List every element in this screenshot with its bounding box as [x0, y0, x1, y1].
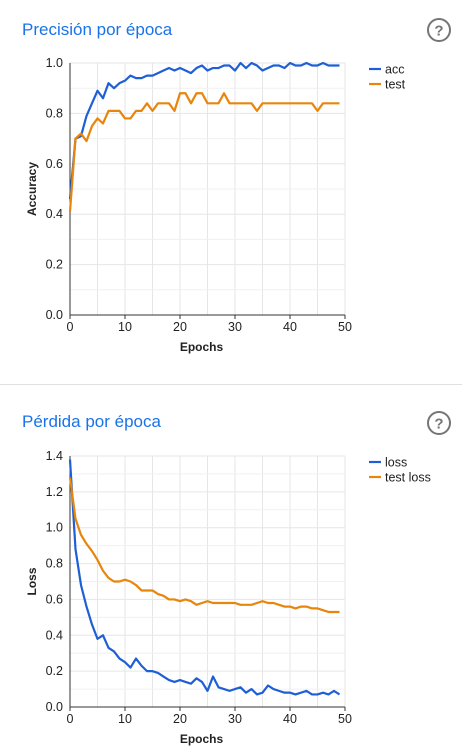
y-tick-label: 0.0	[46, 700, 63, 714]
legend-label: test	[385, 78, 406, 92]
y-tick-label: 1.0	[46, 521, 63, 535]
x-tick-label: 30	[228, 712, 242, 726]
grid	[70, 455, 346, 707]
y-tick-label: 0.0	[46, 308, 63, 322]
x-axis-title: Epochs	[180, 340, 224, 354]
loss-chart-title: Pérdida por época	[22, 412, 161, 431]
y-tick-label: 0.4	[46, 628, 63, 642]
y-tick-label: 0.6	[46, 157, 63, 171]
x-tick-label: 40	[283, 320, 297, 334]
legend-label: loss	[385, 456, 407, 470]
x-tick-label: 20	[173, 320, 187, 334]
y-tick-label: 1.4	[46, 449, 63, 463]
svg-text:?: ?	[434, 23, 443, 40]
accuracy-panel: 0.0 0.2 0.4 0.6 0.8 1.0 0 10 20 30 40 50 Epochs Accur…	[22, 17, 452, 354]
x-tick-label: 40	[283, 712, 297, 726]
svg-text:?: ?	[434, 416, 443, 433]
series-line-loss	[68, 459, 341, 696]
x-tick-label: 50	[338, 712, 352, 726]
x-tick-label: 20	[173, 712, 187, 726]
x-tick-label: 30	[228, 320, 242, 334]
y-tick-label: 0.6	[46, 592, 63, 606]
x-axis-title: Epochs	[180, 732, 224, 746]
y-tick-label: 0.8	[46, 106, 63, 120]
legend-label: acc	[385, 63, 404, 77]
y-tick-label: 0.2	[46, 258, 63, 272]
y-tick-label: 0.8	[46, 557, 63, 571]
y-tick-label: 1.2	[46, 485, 63, 499]
panel-divider	[0, 384, 462, 385]
x-tick-label: 0	[67, 712, 74, 726]
series-line-test	[68, 92, 340, 212]
series-line-acc	[68, 61, 340, 200]
x-tick-label: 10	[118, 320, 132, 334]
accuracy-chart: 0.0 0.2 0.4 0.6 0.8 1.0 0 10 20 30 40 50 Epochs Accur…	[25, 56, 406, 354]
y-tick-label: 0.2	[46, 664, 63, 678]
x-tick-label: 0	[67, 320, 74, 334]
y-tick-label: 0.4	[46, 207, 63, 221]
legend-label: test loss	[385, 471, 431, 485]
series-line-test-loss	[68, 477, 340, 614]
x-tick-label: 50	[338, 320, 352, 334]
loss-panel: 0.0 0.2 0.4 0.6 0.8 1.0 1.2 1.4 0 10 20 30 40 50 Epoch…	[0, 385, 462, 755]
help-icon[interactable]: ?	[426, 17, 452, 43]
x-tick-label: 10	[118, 712, 132, 726]
grid	[70, 62, 346, 315]
y-axis-title: Accuracy	[25, 162, 39, 216]
help-icon[interactable]: ?	[426, 410, 452, 436]
loss-chart: 0.0 0.2 0.4 0.6 0.8 1.0 1.2 1.4 0 10 20 30 40 50 Epoch…	[25, 449, 431, 746]
accuracy-chart-title: Precisión por época	[22, 20, 173, 39]
y-axis-title: Loss	[25, 567, 39, 595]
y-tick-label: 1.0	[46, 56, 63, 70]
